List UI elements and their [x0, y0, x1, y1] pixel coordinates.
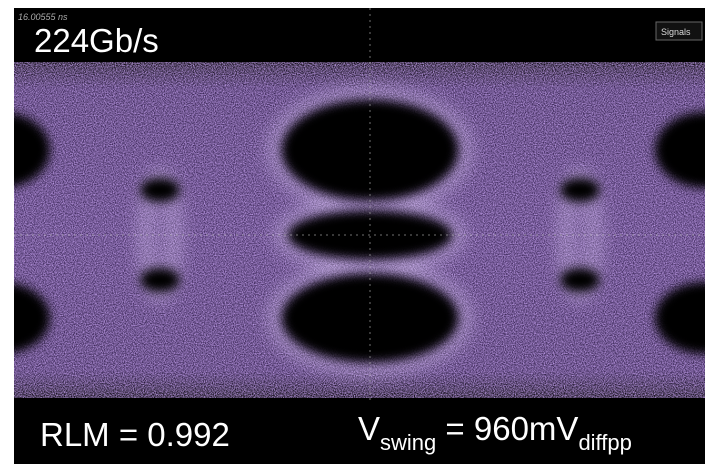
signals-label: Signals	[661, 27, 691, 37]
timestamp: 16.00555 ns	[18, 12, 68, 22]
data-rate: 224Gb/s	[34, 22, 159, 59]
v-subscript: swing	[380, 430, 436, 455]
v-unit-subscript: diffpp	[578, 430, 631, 455]
v-symbol: V	[358, 410, 380, 447]
scope-screen: 16.00555 ns 224Gb/s Signals RLM = 0.992 …	[0, 0, 705, 464]
v-value: = 960mV	[436, 410, 578, 447]
page: 16.00555 ns 224Gb/s Signals RLM = 0.992 …	[0, 0, 705, 464]
rlm: RLM = 0.992	[40, 416, 230, 453]
eye-diagram	[14, 62, 705, 398]
